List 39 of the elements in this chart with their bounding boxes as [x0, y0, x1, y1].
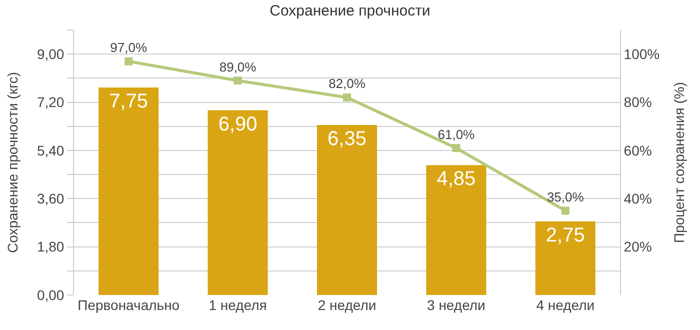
x-tick-label: 2 недели [318, 297, 376, 313]
y-tick-label: 5,40 [36, 142, 64, 158]
y-tick-label: 9,00 [36, 46, 64, 62]
x-tick-label: 3 недели [427, 297, 486, 313]
data-label: 6,90 [218, 113, 258, 136]
chart-title: Сохранение прочности [270, 2, 430, 20]
point [234, 76, 242, 85]
y-tick-label: 0,00 [36, 286, 64, 303]
y2-tick-label: 80% [624, 94, 652, 110]
y2-axis-title: Процент сохранения (%) [670, 82, 687, 243]
y2-tick-label: 40% [624, 190, 652, 207]
point [343, 93, 351, 102]
data-label: 6,35 [328, 128, 366, 150]
data-label: 61,0% [438, 126, 476, 142]
y-tick-label: 1,80 [36, 238, 64, 255]
data-label: 35,0% [546, 189, 584, 204]
y2-tick-label: 100% [624, 46, 660, 62]
bar [98, 88, 159, 295]
y2-tick-label: 20% [624, 238, 652, 255]
data-label: 89,0% [219, 59, 257, 74]
y-tick-label: 7,20 [36, 94, 64, 110]
data-label: 97,0% [110, 40, 148, 56]
bar [316, 125, 378, 295]
data-label: 2,75 [546, 224, 585, 246]
x-tick-label: Первоначально [78, 297, 180, 313]
bar [535, 221, 596, 295]
y-axis-title: Сохранение прочности (кгс) [4, 72, 21, 254]
point [561, 206, 570, 215]
x-tick-label: 4 недели [536, 297, 595, 313]
y2-tick-label: 60% [624, 142, 652, 158]
bar [426, 165, 486, 295]
y-tick-label: 3,60 [36, 190, 64, 207]
data-label: 7,75 [109, 90, 148, 113]
point [452, 144, 460, 152]
x-tick-label: 1 неделя [208, 297, 267, 313]
data-label: 4,85 [436, 168, 476, 190]
bar [208, 110, 268, 295]
data-label: 82,0% [328, 76, 366, 92]
point [124, 57, 133, 66]
